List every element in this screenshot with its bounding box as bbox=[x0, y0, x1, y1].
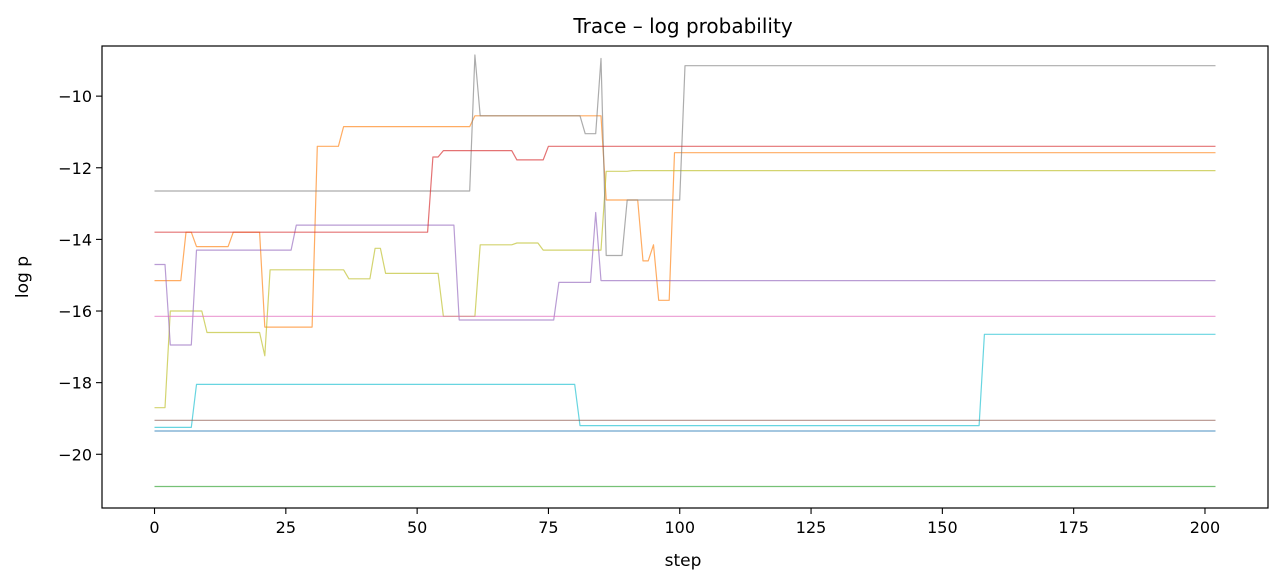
y-tick-label: −12 bbox=[58, 159, 92, 178]
series-line bbox=[154, 54, 1216, 257]
series-line bbox=[154, 115, 1216, 328]
y-tick-label: −20 bbox=[58, 445, 92, 464]
y-tick-label: −16 bbox=[58, 302, 92, 321]
x-tick-label: 200 bbox=[1190, 518, 1221, 537]
x-axis-title: step bbox=[665, 551, 702, 571]
x-tick-label: 175 bbox=[1058, 518, 1089, 537]
series-line bbox=[154, 333, 1216, 428]
series-layer bbox=[154, 54, 1216, 488]
plot-frame bbox=[101, 45, 1269, 509]
x-tick-label: 150 bbox=[927, 518, 958, 537]
series-line bbox=[154, 145, 1216, 233]
y-tick-label: −18 bbox=[58, 374, 92, 393]
y-axis-title: log p bbox=[13, 256, 33, 298]
x-axis: 0 25 50 75 100 125 150 175 200 bbox=[149, 508, 1220, 537]
y-tick-label: −10 bbox=[58, 87, 92, 106]
x-tick-label: 125 bbox=[796, 518, 827, 537]
series-line bbox=[154, 170, 1216, 409]
x-tick-label: 50 bbox=[407, 518, 427, 537]
x-tick-label: 0 bbox=[149, 518, 159, 537]
x-tick-label: 100 bbox=[664, 518, 695, 537]
series-line bbox=[154, 211, 1216, 346]
y-tick-label: −14 bbox=[58, 230, 92, 249]
y-axis: −20 −18 −16 −14 −12 −10 bbox=[58, 87, 102, 464]
x-tick-label: 25 bbox=[276, 518, 296, 537]
chart-title: Trace – log probability bbox=[572, 14, 792, 38]
x-tick-label: 75 bbox=[538, 518, 558, 537]
